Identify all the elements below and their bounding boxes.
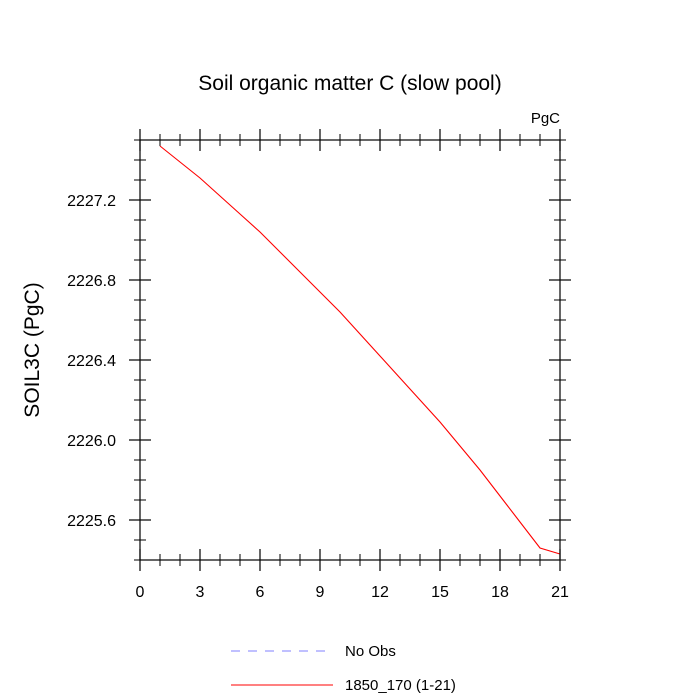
x-tick-label: 21 [551, 584, 569, 601]
series-line [159, 145, 561, 555]
x-tick-label: 3 [196, 584, 205, 601]
legend: No Obs 1850_170 (1-21) [231, 643, 456, 694]
legend-label-1850-170: 1850_170 (1-21) [345, 677, 456, 694]
x-tick-label: 15 [431, 584, 449, 601]
x-tick-label: 12 [371, 584, 389, 601]
chart-title: Soil organic matter C (slow pool) [198, 72, 501, 95]
x-tick-label: 18 [491, 584, 509, 601]
y-tick-label: 2226.0 [67, 433, 116, 450]
units-label: PgC [531, 110, 560, 127]
y-tick-label: 2225.6 [67, 513, 116, 530]
x-tick-label: 6 [256, 584, 265, 601]
y-tick-label: 2227.2 [67, 193, 116, 210]
x-tick-label: 0 [136, 584, 145, 601]
legend-label-no-obs: No Obs [345, 643, 396, 660]
x-tick-labels: 0 3 6 9 12 15 18 21 [136, 584, 569, 601]
x-tick-label: 9 [316, 584, 325, 601]
y-tick-labels: 2225.6 2226.0 2226.4 2226.8 2227.2 [67, 193, 116, 530]
major-ticks [129, 129, 571, 571]
y-axis-label: SOIL3C (PgC) [21, 282, 44, 417]
y-tick-label: 2226.8 [67, 273, 116, 290]
y-tick-label: 2226.4 [67, 353, 116, 370]
series-lines [159, 145, 561, 555]
minor-ticks [134, 134, 566, 566]
plot-frame [139, 139, 561, 561]
